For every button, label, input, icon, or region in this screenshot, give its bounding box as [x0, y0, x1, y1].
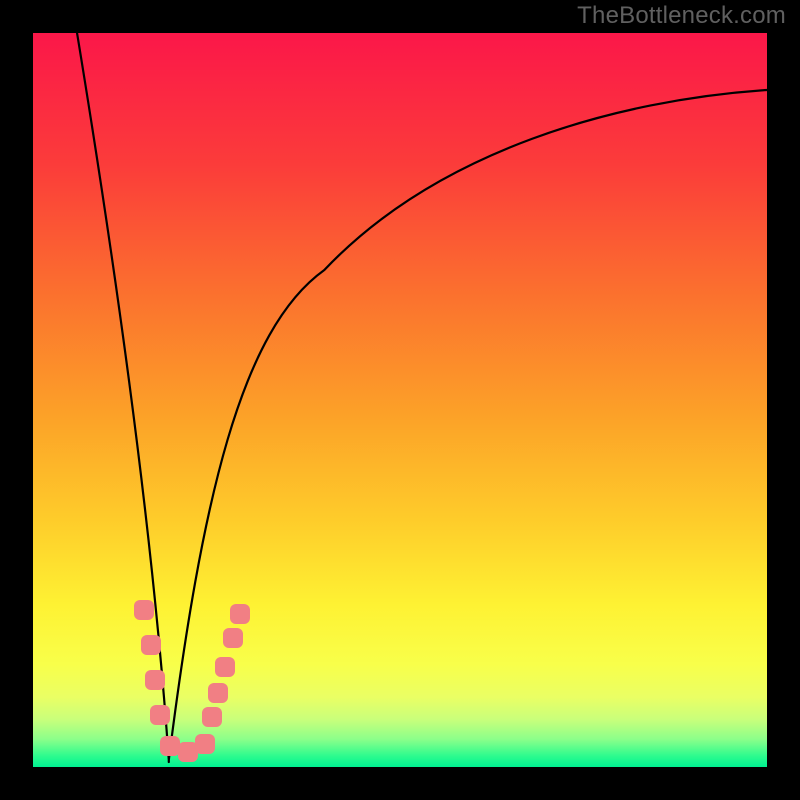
- curve-marker: [150, 705, 170, 725]
- chart-svg: [0, 0, 800, 800]
- plot-gradient-background: [33, 33, 767, 767]
- curve-marker: [215, 657, 235, 677]
- curve-marker: [195, 734, 215, 754]
- chart-stage: TheBottleneck.com: [0, 0, 800, 800]
- curve-marker: [145, 670, 165, 690]
- watermark-text: TheBottleneck.com: [577, 2, 786, 30]
- curve-marker: [202, 707, 222, 727]
- curve-marker: [223, 628, 243, 648]
- curve-marker: [208, 683, 228, 703]
- curve-marker: [230, 604, 250, 624]
- curve-marker: [160, 736, 180, 756]
- curve-marker: [141, 635, 161, 655]
- curve-marker: [134, 600, 154, 620]
